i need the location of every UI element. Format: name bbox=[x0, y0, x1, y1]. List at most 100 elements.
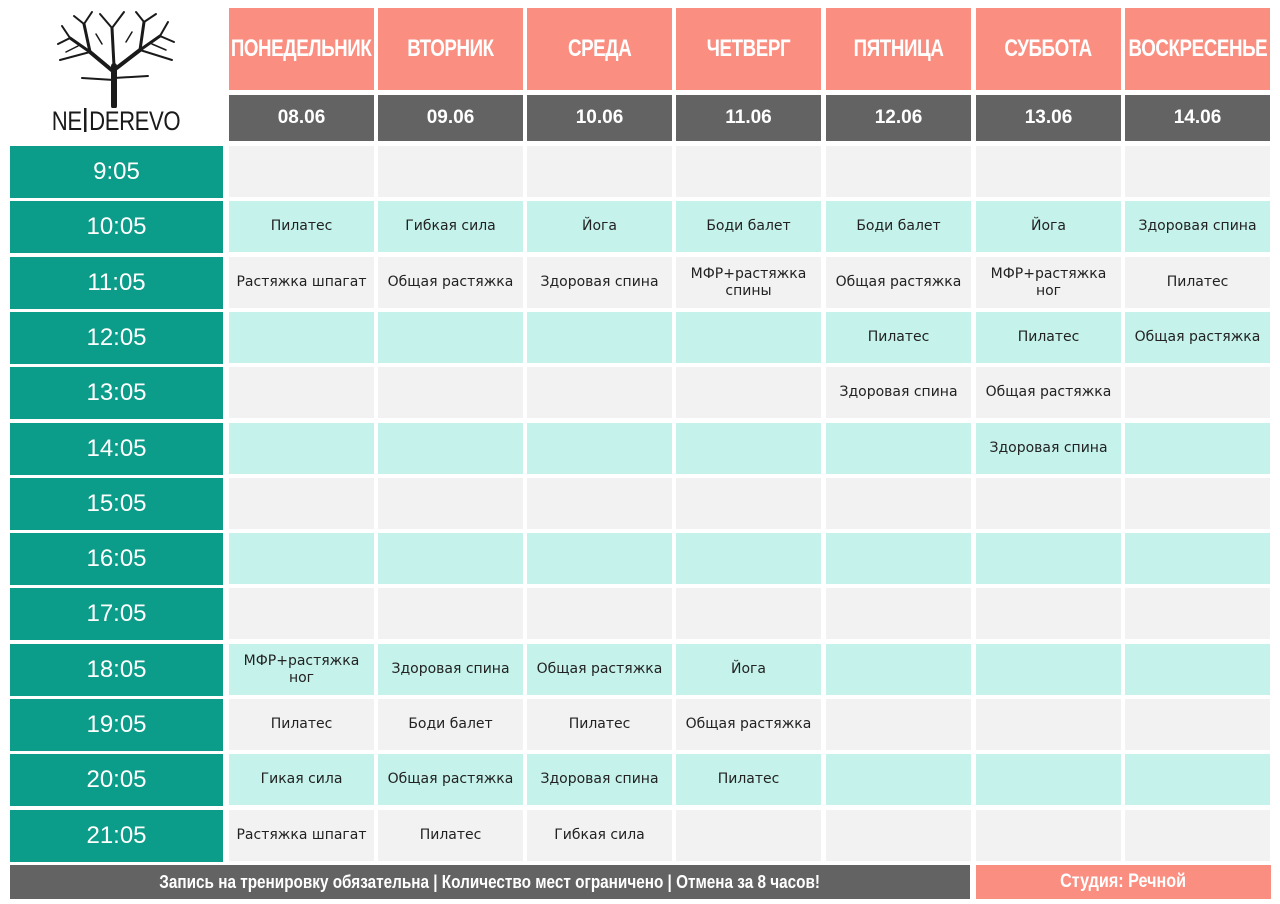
schedule-cell bbox=[976, 699, 1121, 750]
schedule-cell bbox=[1125, 810, 1270, 861]
time-slot: 19:05 bbox=[10, 699, 223, 751]
schedule-cell: Пилатес bbox=[229, 699, 374, 750]
tree-icon bbox=[57, 11, 175, 108]
schedule-cell: Йога bbox=[527, 201, 672, 252]
day-header: ПОНЕДЕЛЬНИК bbox=[229, 8, 374, 90]
schedule-cell bbox=[229, 478, 374, 529]
schedule-cell bbox=[826, 644, 971, 695]
schedule-cell: Общая растяжка bbox=[826, 257, 971, 308]
schedule-cell bbox=[527, 423, 672, 474]
schedule-cell bbox=[1125, 699, 1270, 750]
schedule-cell bbox=[676, 533, 821, 584]
schedule-cell bbox=[976, 146, 1121, 197]
date-header: 14.06 bbox=[1125, 95, 1270, 141]
schedule-cell: Пилатес bbox=[976, 312, 1121, 363]
schedule-cell bbox=[527, 478, 672, 529]
schedule-cell: Общая растяжка bbox=[378, 257, 523, 308]
schedule-cell bbox=[676, 367, 821, 418]
schedule-cell bbox=[676, 478, 821, 529]
schedule-cell bbox=[826, 699, 971, 750]
schedule-cell bbox=[676, 312, 821, 363]
schedule-cell: Пилатес bbox=[378, 810, 523, 861]
schedule-cell bbox=[976, 810, 1121, 861]
time-slot: 18:05 bbox=[10, 644, 223, 696]
schedule-cell bbox=[826, 754, 971, 805]
schedule-cell bbox=[976, 533, 1121, 584]
time-slot: 16:05 bbox=[10, 533, 223, 585]
time-slot: 14:05 bbox=[10, 423, 223, 475]
schedule-cell bbox=[1125, 146, 1270, 197]
brand-name: NE DEREVO bbox=[51, 106, 181, 136]
date-header: 11.06 bbox=[676, 95, 821, 141]
time-slot: 10:05 bbox=[10, 201, 223, 253]
schedule-cell: Йога bbox=[676, 644, 821, 695]
schedule-cell bbox=[229, 146, 374, 197]
footer-notice: Запись на тренировку обязательна | Колич… bbox=[10, 865, 970, 899]
schedule-cell bbox=[1125, 754, 1270, 805]
day-header: СРЕДА bbox=[527, 8, 672, 90]
schedule-cell bbox=[976, 588, 1121, 639]
time-slot: 17:05 bbox=[10, 588, 223, 640]
day-header: ЧЕТВЕРГ bbox=[676, 8, 821, 90]
schedule-cell bbox=[976, 644, 1121, 695]
schedule-cell bbox=[826, 533, 971, 584]
date-header: 13.06 bbox=[976, 95, 1121, 141]
date-header: 12.06 bbox=[826, 95, 971, 141]
day-header: ВОСКРЕСЕНЬЕ bbox=[1125, 8, 1270, 90]
schedule-cell: Гибкая сила bbox=[527, 810, 672, 861]
schedule-cell: Здоровая спина bbox=[976, 423, 1121, 474]
time-slot: 11:05 bbox=[10, 257, 223, 309]
schedule-cell bbox=[378, 533, 523, 584]
day-header: ВТОРНИК bbox=[378, 8, 523, 90]
schedule-cell bbox=[1125, 423, 1270, 474]
schedule-cell: Здоровая спина bbox=[527, 257, 672, 308]
schedule-cell bbox=[527, 588, 672, 639]
schedule-cell bbox=[1125, 644, 1270, 695]
schedule-cell: Общая растяжка bbox=[676, 699, 821, 750]
schedule-cell: Боди балет bbox=[676, 201, 821, 252]
schedule-cell: Растяжка шпагат bbox=[229, 257, 374, 308]
date-header: 08.06 bbox=[229, 95, 374, 141]
schedule-cell bbox=[676, 423, 821, 474]
schedule-cell bbox=[527, 312, 672, 363]
schedule-cell: Пилатес bbox=[229, 201, 374, 252]
time-slot: 9:05 bbox=[10, 146, 223, 198]
schedule-cell bbox=[229, 423, 374, 474]
schedule-cell bbox=[378, 423, 523, 474]
schedule-cell bbox=[976, 754, 1121, 805]
day-header: ПЯТНИЦА bbox=[826, 8, 971, 90]
schedule-cell bbox=[826, 810, 971, 861]
schedule-cell bbox=[229, 533, 374, 584]
schedule-cell bbox=[229, 588, 374, 639]
schedule-cell: Йога bbox=[976, 201, 1121, 252]
schedule-cell bbox=[378, 312, 523, 363]
schedule-cell: Здоровая спина bbox=[527, 754, 672, 805]
schedule-cell bbox=[676, 146, 821, 197]
schedule-cell: Общая растяжка bbox=[976, 367, 1121, 418]
schedule-cell bbox=[976, 478, 1121, 529]
schedule-cell bbox=[378, 146, 523, 197]
schedule-cell: Пилатес bbox=[527, 699, 672, 750]
schedule-cell bbox=[229, 312, 374, 363]
schedule-cell bbox=[1125, 588, 1270, 639]
schedule-cell: МФР+растяжка ног bbox=[976, 257, 1121, 308]
time-slot: 21:05 bbox=[10, 810, 223, 862]
schedule-cell: Общая растяжка bbox=[527, 644, 672, 695]
schedule-cell bbox=[1125, 367, 1270, 418]
time-slot: 12:05 bbox=[10, 312, 223, 364]
schedule-cell bbox=[527, 146, 672, 197]
footer-studio: Студия: Речной bbox=[976, 865, 1271, 899]
schedule-cell bbox=[229, 367, 374, 418]
time-slot: 13:05 bbox=[10, 367, 223, 419]
schedule-cell: Общая растяжка bbox=[378, 754, 523, 805]
schedule-cell bbox=[527, 533, 672, 584]
schedule-cell bbox=[378, 478, 523, 529]
schedule-cell bbox=[826, 146, 971, 197]
schedule-cell bbox=[676, 810, 821, 861]
schedule-cell bbox=[826, 478, 971, 529]
schedule-cell: Гикая сила bbox=[229, 754, 374, 805]
schedule-cell: Боди балет bbox=[378, 699, 523, 750]
schedule-cell: Здоровая спина bbox=[378, 644, 523, 695]
schedule-cell: Боди балет bbox=[826, 201, 971, 252]
schedule-cell bbox=[676, 588, 821, 639]
